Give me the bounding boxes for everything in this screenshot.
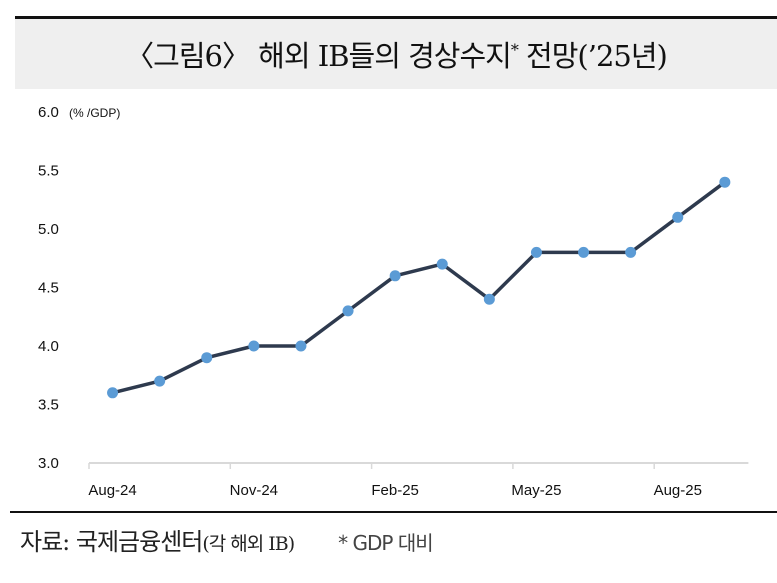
y-tick-label: 6.0 [38,104,59,121]
data-point [436,258,448,270]
title-asterisk: * [510,40,519,60]
data-point [107,387,119,399]
data-point [483,293,495,305]
data-point [530,246,542,258]
footnote: * GDP 대비 [338,531,433,555]
data-point [295,340,307,352]
bottom-rule [10,511,777,513]
top-rule [15,16,777,19]
y-tick-label: 3.0 [38,455,59,472]
y-axis-unit: (% /GDP) [69,106,120,120]
y-tick-label: 3.5 [38,397,59,414]
x-tick-label: Aug-24 [88,482,136,499]
page-title: 〈그림6〉 해외 IB들의 경상수지* 전망(’25년) [125,33,668,75]
data-point [672,211,684,223]
data-point [342,305,354,317]
y-tick-label: 4.5 [38,280,59,297]
data-point [578,246,590,258]
x-tick-label: Nov-24 [230,482,278,499]
title-main: 〈그림6〉 해외 IB들의 경상수지 [125,39,512,73]
y-tick-label: 4.0 [38,338,59,355]
data-point [719,176,731,188]
title-band: 〈그림6〉 해외 IB들의 경상수지* 전망(’25년) [15,19,777,89]
x-tick-label: Feb-25 [371,482,419,499]
title-suffix: 전망(’25년) [517,39,668,73]
series-line [112,180,726,395]
data-point [248,340,260,352]
x-tick-label: May-25 [511,482,561,499]
x-tick-label: Aug-25 [654,482,702,499]
y-tick-label: 5.5 [38,163,59,180]
data-point [154,375,166,387]
data-point [625,246,637,258]
y-tick-label: 5.0 [38,221,59,238]
footer: 자료: 국제금융센터(각 해외 IB) * GDP 대비 [20,522,434,557]
data-point [389,270,401,282]
source-label: 자료: 국제금융센터 [20,528,203,556]
data-point [201,352,213,364]
source-detail: (각 해외 IB) [202,533,295,555]
